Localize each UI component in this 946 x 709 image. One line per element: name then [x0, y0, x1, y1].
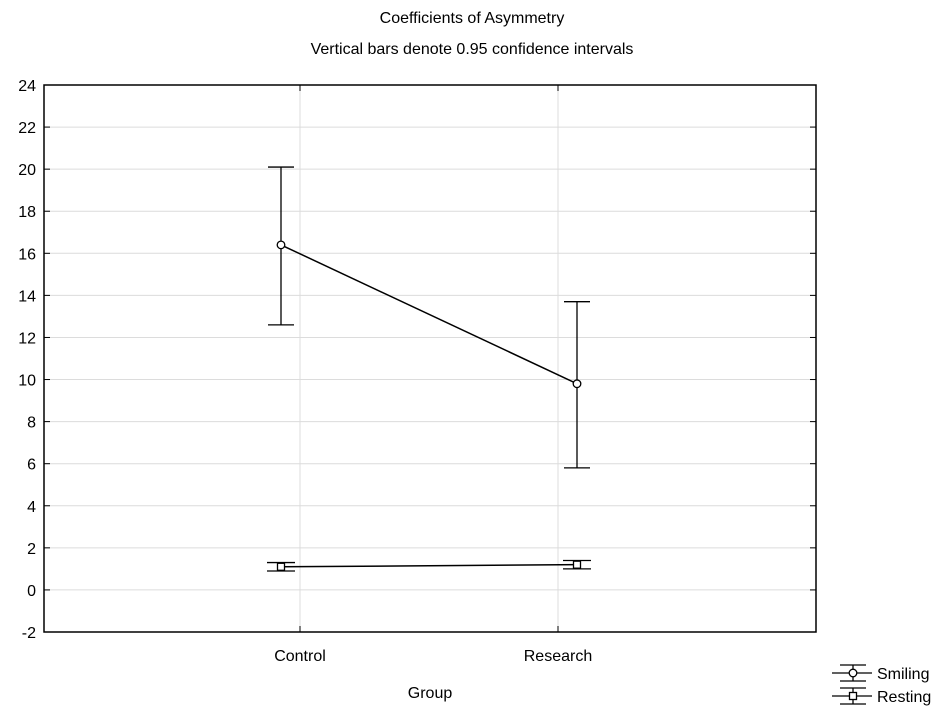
x-tick-label: Control: [274, 648, 326, 665]
legend-marker: [848, 691, 858, 701]
plot-frame: [43, 84, 817, 633]
series-line: [280, 244, 578, 385]
legend-item-resting: Resting: [832, 687, 931, 706]
y-tick-label: 18: [18, 204, 36, 221]
y-tick-label: 24: [18, 78, 36, 95]
series-smiling: [268, 166, 590, 469]
data-point: [276, 562, 286, 571]
y-tick-label: 16: [18, 246, 36, 263]
y-tick-label: 2: [27, 541, 36, 558]
series-line: [280, 563, 578, 568]
legend-marker: [848, 668, 858, 678]
x-axis-ticks: Control Research: [274, 85, 592, 665]
y-tick-label: 20: [18, 162, 36, 179]
y-tick-label: 10: [18, 373, 36, 390]
data-point: [572, 560, 582, 569]
legend-symbol-smiling: [832, 664, 872, 682]
series-resting: [267, 559, 591, 572]
data-point: [276, 240, 286, 250]
legend-symbol-resting: [832, 687, 872, 705]
series-layer: [267, 166, 591, 572]
y-tick-label: 14: [18, 288, 36, 305]
y-tick-label: 4: [27, 499, 36, 516]
grid-lines: [44, 85, 816, 632]
y-tick-label: 0: [27, 583, 36, 600]
y-tick-label: 8: [27, 415, 36, 432]
legend-label-smiling: Smiling: [877, 666, 929, 683]
y-tick-label: 22: [18, 120, 36, 137]
y-tick-label: 6: [27, 457, 36, 474]
x-axis-label: Group: [408, 685, 453, 702]
data-point: [572, 379, 582, 389]
x-tick-label: Research: [524, 648, 592, 665]
chart-subtitle: Vertical bars denote 0.95 confidence int…: [311, 41, 634, 58]
legend: Smiling Resting: [832, 664, 931, 706]
legend-label-resting: Resting: [877, 689, 931, 706]
y-tick-label: 12: [18, 330, 36, 347]
y-tick-label: -2: [22, 625, 36, 642]
legend-item-smiling: Smiling: [832, 664, 929, 683]
chart-title: Coefficients of Asymmetry: [380, 10, 565, 27]
